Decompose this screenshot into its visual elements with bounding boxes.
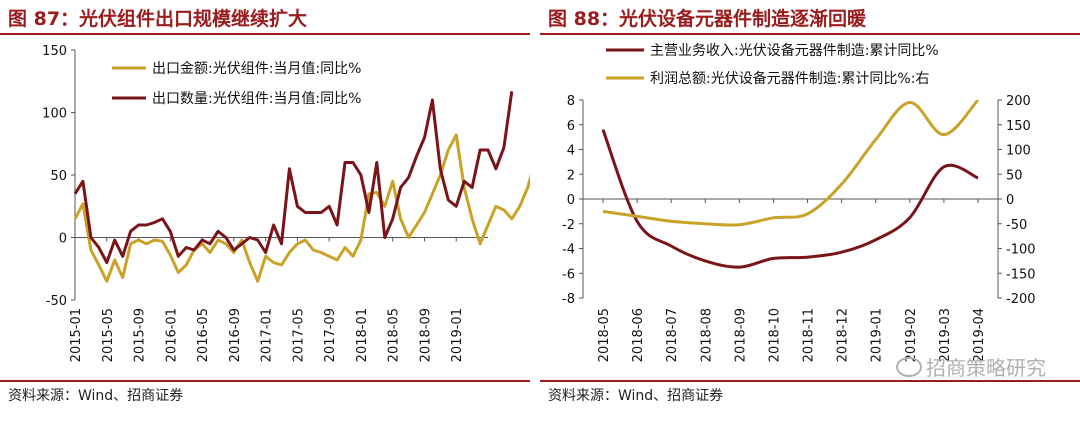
y-tick-label-right: 0 [1006, 193, 1014, 208]
series-line-1 [73, 133, 530, 283]
y-tick-label-left: 8 [567, 94, 575, 109]
x-tick-label: 2019-01 [870, 308, 885, 362]
y-tick-label-left: 2 [567, 168, 575, 183]
y-tick-label-right: -150 [1006, 267, 1036, 282]
y-tick-label-right: 200 [1006, 94, 1031, 109]
chart-title: 图 87：光伏组件出口规模继续扩大 [8, 8, 308, 30]
x-tick-label: 2018-08 [699, 308, 714, 362]
title-rule [540, 33, 1080, 35]
x-tick-label: 2015-05 [101, 308, 116, 362]
legend-label: 主营业务收入:光伏设备元器件制造:累计同比% [650, 42, 939, 59]
x-tick-label: 2015-09 [133, 308, 148, 362]
y-tick-label-right: 100 [1006, 144, 1031, 159]
y-tick-label-left: -6 [562, 267, 575, 282]
y-tick-label-right: -50 [1006, 218, 1027, 233]
watermark-text: 招商策略研究 [926, 356, 1046, 380]
y-tick-label: 150 [42, 44, 67, 59]
y-tick-label-left: 6 [567, 119, 575, 134]
x-tick-label: 2015-01 [69, 308, 84, 362]
x-tick-label: 2018-09 [733, 308, 748, 362]
x-tick-label: 2017-09 [323, 308, 338, 362]
export-chart: -50 0 50 100 150 2015-01 2015-05 2015-09 2016-01… [42, 44, 530, 362]
chart-title: 图 88：光伏设备元器件制造逐渐回暖 [548, 8, 867, 30]
y-tick-label-left: -4 [562, 243, 575, 258]
y-tick-label: 100 [42, 107, 67, 122]
series-line-1 [601, 129, 979, 269]
x-tick-label: 2018-05 [597, 308, 612, 362]
legend-label: 利润总额:光伏设备元器件制造:累计同比%:右 [650, 70, 929, 87]
x-tick-label: 2018-06 [631, 308, 646, 362]
x-tick-label: 2019-01 [450, 308, 465, 362]
x-tick-label: 2018-09 [418, 308, 433, 362]
y-tick-label: 0 [59, 232, 67, 247]
x-tick-label: 2017-05 [291, 308, 306, 362]
y-tick-label-left: -2 [562, 218, 575, 233]
chart-panel-export: 图 87：光伏组件出口规模继续扩大 -50 0 50 100 150 2015-01 201… [0, 0, 530, 421]
y-tick-label-left: 0 [567, 193, 575, 208]
x-tick-label: 2017-01 [260, 308, 275, 362]
x-tick-label: 2019-03 [938, 308, 953, 362]
legend-label: 出口数量:光伏组件:当月值:同比% [152, 91, 361, 107]
source-rule [540, 380, 1080, 382]
x-tick-label: 2019-04 [972, 308, 987, 362]
y-tick-label-right: -200 [1006, 292, 1036, 307]
x-tick-label: 2016-05 [196, 308, 211, 362]
x-tick-label: 2016-01 [164, 308, 179, 362]
wechat-icon [896, 356, 922, 377]
x-tick-label: 2018-10 [767, 308, 782, 362]
watermark: 招商策略研究 [896, 352, 1046, 381]
x-tick-label: 2018-01 [355, 308, 370, 362]
y-tick-label-left: 4 [567, 144, 575, 159]
source-note: 资料来源：Wind、招商证券 [8, 388, 184, 404]
series-line-2 [602, 100, 980, 227]
source-note: 资料来源：Wind、招商证券 [548, 388, 724, 404]
title-rule [0, 33, 530, 35]
y-tick-label-right: -100 [1006, 243, 1036, 258]
x-tick-label: 2018-11 [802, 308, 817, 362]
x-tick-label: 2019-02 [904, 308, 919, 362]
x-tick-label: 2018-05 [387, 308, 402, 362]
y-tick-label-right: 150 [1006, 119, 1031, 134]
legend-label: 出口金额:光伏组件:当月值:同比% [152, 61, 361, 77]
y-tick-label-right: 50 [1006, 168, 1023, 183]
series-line-2 [73, 91, 514, 264]
x-tick-label: 2018-07 [665, 308, 680, 362]
source-rule [0, 380, 530, 382]
equipment-chart: -8 -6 -4 -2 0 2 4 6 8 -200 -150 -100 -50 0 50 100 150 200… [562, 42, 1036, 362]
y-tick-label: 50 [50, 169, 67, 184]
y-tick-label-left: -8 [562, 292, 575, 307]
x-tick-label: 2016-09 [228, 308, 243, 362]
chart-panel-equipment: 图 88：光伏设备元器件制造逐渐回暖 -8 -6 -4 -2 0 2 4 6 8 -200 -150… [540, 0, 1080, 421]
x-tick-label: 2018-12 [836, 308, 851, 362]
y-tick-label: -50 [46, 294, 67, 309]
